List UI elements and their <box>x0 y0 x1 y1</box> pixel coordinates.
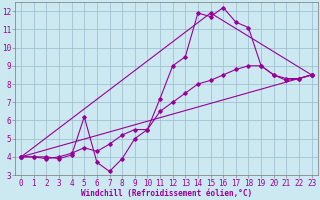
X-axis label: Windchill (Refroidissement éolien,°C): Windchill (Refroidissement éolien,°C) <box>81 189 252 198</box>
